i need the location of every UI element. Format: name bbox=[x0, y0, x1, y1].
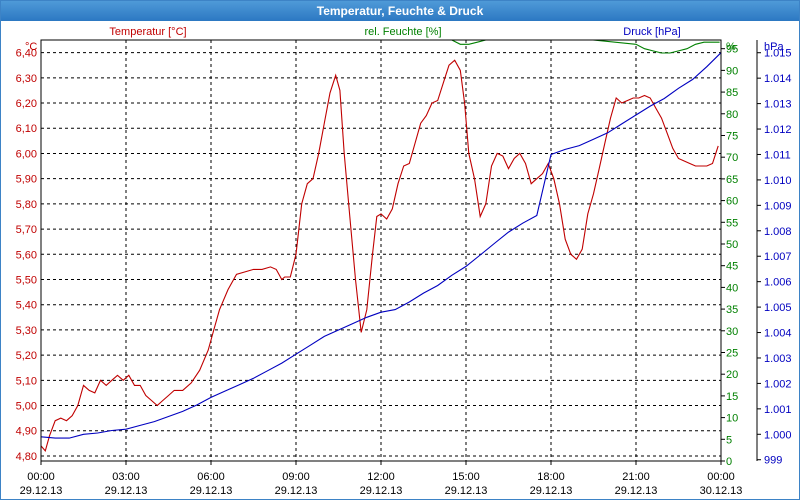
y-tick-pressure: 1.004 bbox=[764, 328, 792, 340]
y-tick-humidity: 60 bbox=[726, 196, 738, 208]
x-tick-time: 00:00 bbox=[707, 471, 735, 483]
x-tick-time: 15:00 bbox=[452, 471, 480, 483]
x-tick-time: 00:00 bbox=[27, 471, 55, 483]
chart-title: Temperatur, Feuchte & Druck bbox=[1, 1, 799, 21]
x-tick-date: 29.12.13 bbox=[445, 485, 488, 497]
y-tick-humidity: 10 bbox=[726, 413, 738, 425]
y-tick-humidity: 70 bbox=[726, 152, 738, 164]
y-tick-humidity: 85 bbox=[726, 87, 738, 99]
y-tick-humidity: 90 bbox=[726, 65, 738, 77]
x-tick-time: 09:00 bbox=[282, 471, 310, 483]
y-tick-pressure: 1.003 bbox=[764, 353, 792, 365]
y-tick-humidity: 5 bbox=[726, 434, 732, 446]
y-unit-pressure: hPa bbox=[764, 41, 784, 53]
x-tick-date: 29.12.13 bbox=[275, 485, 318, 497]
x-tick-date: 29.12.13 bbox=[190, 485, 233, 497]
y-unit-humidity: % bbox=[726, 41, 736, 53]
y-tick-temperature: 6,30 bbox=[16, 73, 37, 85]
x-tick-time: 21:00 bbox=[622, 471, 650, 483]
y-tick-pressure: 1.000 bbox=[764, 429, 792, 441]
x-tick-date: 29.12.13 bbox=[105, 485, 148, 497]
y-tick-humidity: 45 bbox=[726, 261, 738, 273]
y-tick-temperature: 5,10 bbox=[16, 375, 37, 387]
y-tick-pressure: 1.014 bbox=[764, 73, 792, 85]
y-tick-humidity: 15 bbox=[726, 391, 738, 403]
y-tick-pressure: 1.012 bbox=[764, 124, 792, 136]
y-tick-humidity: 40 bbox=[726, 282, 738, 294]
y-tick-pressure: 1.010 bbox=[764, 175, 792, 187]
y-tick-temperature: 4,90 bbox=[16, 426, 37, 438]
y-tick-temperature: 5,90 bbox=[16, 174, 37, 186]
legend: Temperatur [°C] rel. Feuchte [%] Druck [hP… bbox=[109, 26, 680, 38]
y-tick-temperature: 5,60 bbox=[16, 249, 37, 261]
y-tick-temperature: 6,20 bbox=[16, 98, 37, 110]
y-tick-pressure: 1.011 bbox=[764, 149, 791, 161]
y-tick-temperature: 6,40 bbox=[16, 48, 37, 60]
x-tick-time: 06:00 bbox=[197, 471, 225, 483]
legend-entry: Temperatur [°C] bbox=[109, 26, 186, 38]
x-tick-date: 29.12.13 bbox=[20, 485, 63, 497]
axes-layer: 00:00 29.12.13 03:00 29.12.13 06:00 29.12.13 0… bbox=[16, 40, 792, 497]
y-tick-pressure: 1.013 bbox=[764, 99, 792, 111]
y-tick-pressure: 1.006 bbox=[764, 277, 792, 289]
y-tick-humidity: 35 bbox=[726, 304, 738, 316]
y-tick-temperature: 6,00 bbox=[16, 148, 37, 160]
y-tick-pressure: 1.002 bbox=[764, 378, 792, 390]
y-tick-humidity: 30 bbox=[726, 326, 738, 338]
pressure-series-line bbox=[41, 52, 721, 439]
y-tick-humidity: 55 bbox=[726, 217, 738, 229]
x-tick-time: 03:00 bbox=[112, 471, 140, 483]
y-tick-humidity: 65 bbox=[726, 174, 738, 186]
x-tick-date: 30.12.13 bbox=[700, 485, 743, 497]
y-tick-humidity: 20 bbox=[726, 369, 738, 381]
y-tick-pressure: 1.015 bbox=[764, 48, 792, 60]
y-unit-temperature: °C bbox=[25, 41, 37, 53]
y-tick-humidity: 80 bbox=[726, 109, 738, 121]
y-tick-temperature: 5,40 bbox=[16, 300, 37, 312]
y-tick-pressure: 1.009 bbox=[764, 200, 792, 212]
y-tick-humidity: 95 bbox=[726, 44, 738, 56]
y-tick-humidity: 25 bbox=[726, 347, 738, 359]
y-tick-temperature: 5,70 bbox=[16, 224, 37, 236]
x-tick-date: 29.12.13 bbox=[530, 485, 573, 497]
y-tick-pressure: 1.008 bbox=[764, 226, 792, 238]
x-tick-date: 29.12.13 bbox=[360, 485, 403, 497]
y-tick-temperature: 5,50 bbox=[16, 274, 37, 286]
y-tick-temperature: 5,00 bbox=[16, 401, 37, 413]
y-tick-temperature: 5,30 bbox=[16, 325, 37, 337]
y-tick-pressure: 1.005 bbox=[764, 302, 792, 314]
grid bbox=[41, 40, 721, 461]
x-tick-time: 12:00 bbox=[367, 471, 395, 483]
y-tick-pressure: 1.001 bbox=[764, 404, 792, 416]
legend-entry: rel. Feuchte [%] bbox=[364, 26, 441, 38]
y-tick-temperature: 5,20 bbox=[16, 350, 37, 362]
y-tick-temperature: 6,10 bbox=[16, 123, 37, 135]
humidity-series-line bbox=[449, 40, 720, 54]
x-tick-time: 18:00 bbox=[537, 471, 565, 483]
series-layer bbox=[41, 40, 721, 453]
y-tick-temperature: 4,80 bbox=[16, 451, 37, 463]
x-tick-date: 29.12.13 bbox=[615, 485, 658, 497]
y-tick-pressure: 999 bbox=[764, 455, 782, 467]
y-tick-humidity: 50 bbox=[726, 239, 738, 251]
y-tick-pressure: 1.007 bbox=[764, 251, 792, 263]
y-tick-humidity: 0 bbox=[726, 456, 732, 468]
temperature-series-line bbox=[41, 59, 719, 453]
legend-entry: Druck [hPa] bbox=[623, 26, 680, 38]
y-tick-temperature: 5,80 bbox=[16, 199, 37, 211]
y-tick-humidity: 75 bbox=[726, 130, 738, 142]
